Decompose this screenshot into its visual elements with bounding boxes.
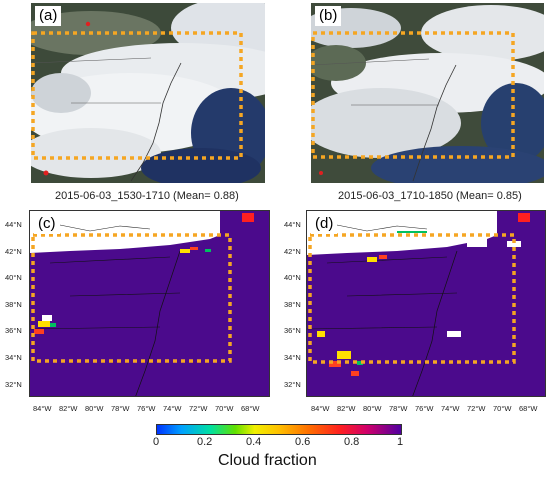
cloud-fraction-map-c xyxy=(30,211,269,396)
colorbar-tick: 0.8 xyxy=(344,436,360,448)
lat-tick: 40°N xyxy=(284,273,301,282)
lon-tick: 74°W xyxy=(441,404,460,413)
lat-tick: 42°N xyxy=(284,247,301,256)
lon-tick: 70°W xyxy=(493,404,512,413)
lon-tick: 78°W xyxy=(111,404,130,413)
lat-tick: 36°N xyxy=(284,326,301,335)
lon-tick: 82°W xyxy=(337,404,356,413)
lon-tick: 78°W xyxy=(389,404,408,413)
satellite-image-a xyxy=(31,3,265,183)
cloud-fraction-map-d xyxy=(307,211,545,396)
lat-tick: 32°N xyxy=(5,380,22,389)
lat-tick: 40°N xyxy=(5,273,22,282)
lon-tick: 80°W xyxy=(363,404,382,413)
lat-tick: 38°N xyxy=(284,300,301,309)
lat-tick: 44°N xyxy=(5,220,22,229)
lat-tick: 32°N xyxy=(284,380,301,389)
lat-tick: 38°N xyxy=(5,300,22,309)
panel-d-cloud-fraction-map: (d) xyxy=(306,210,546,397)
lon-tick: 82°W xyxy=(59,404,78,413)
panel-label-c: (c) xyxy=(34,214,60,234)
lat-tick: 42°N xyxy=(5,247,22,256)
satellite-image-b xyxy=(311,3,544,183)
lon-tick: 68°W xyxy=(519,404,538,413)
lat-tick: 34°N xyxy=(5,353,22,362)
panel-c-cloud-fraction-map: (c) xyxy=(29,210,270,397)
lat-tick: 36°N xyxy=(5,326,22,335)
panel-a-satellite-image: (a) xyxy=(31,3,265,183)
colorbar-tick: 0.4 xyxy=(246,436,262,448)
colorbar-tick: 1 xyxy=(397,436,404,448)
panel-label-a: (a) xyxy=(35,6,62,26)
caption-b: 2015-06-03_1710-1850 (Mean= 0.85) xyxy=(338,190,522,202)
panel-b-satellite-image: (b) xyxy=(311,3,544,183)
lon-tick: 74°W xyxy=(163,404,182,413)
panel-label-d: (d) xyxy=(311,214,338,234)
lon-tick: 84°W xyxy=(311,404,330,413)
lon-tick: 84°W xyxy=(33,404,52,413)
lat-tick: 34°N xyxy=(284,353,301,362)
lon-tick: 80°W xyxy=(85,404,104,413)
lon-tick: 76°W xyxy=(137,404,156,413)
colorbar-label: Cloud fraction xyxy=(218,452,317,469)
panel-label-b: (b) xyxy=(315,6,342,26)
caption-a: 2015-06-03_1530-1710 (Mean= 0.88) xyxy=(55,190,239,202)
lon-tick: 76°W xyxy=(415,404,434,413)
colorbar-tick: 0.6 xyxy=(295,436,311,448)
lat-tick: 44°N xyxy=(284,220,301,229)
lon-tick: 72°W xyxy=(189,404,208,413)
lon-tick: 68°W xyxy=(241,404,260,413)
colorbar xyxy=(156,424,402,435)
colorbar-tick: 0 xyxy=(153,436,160,448)
colorbar-tick: 0.2 xyxy=(197,436,213,448)
lon-tick: 72°W xyxy=(467,404,486,413)
lon-tick: 70°W xyxy=(215,404,234,413)
